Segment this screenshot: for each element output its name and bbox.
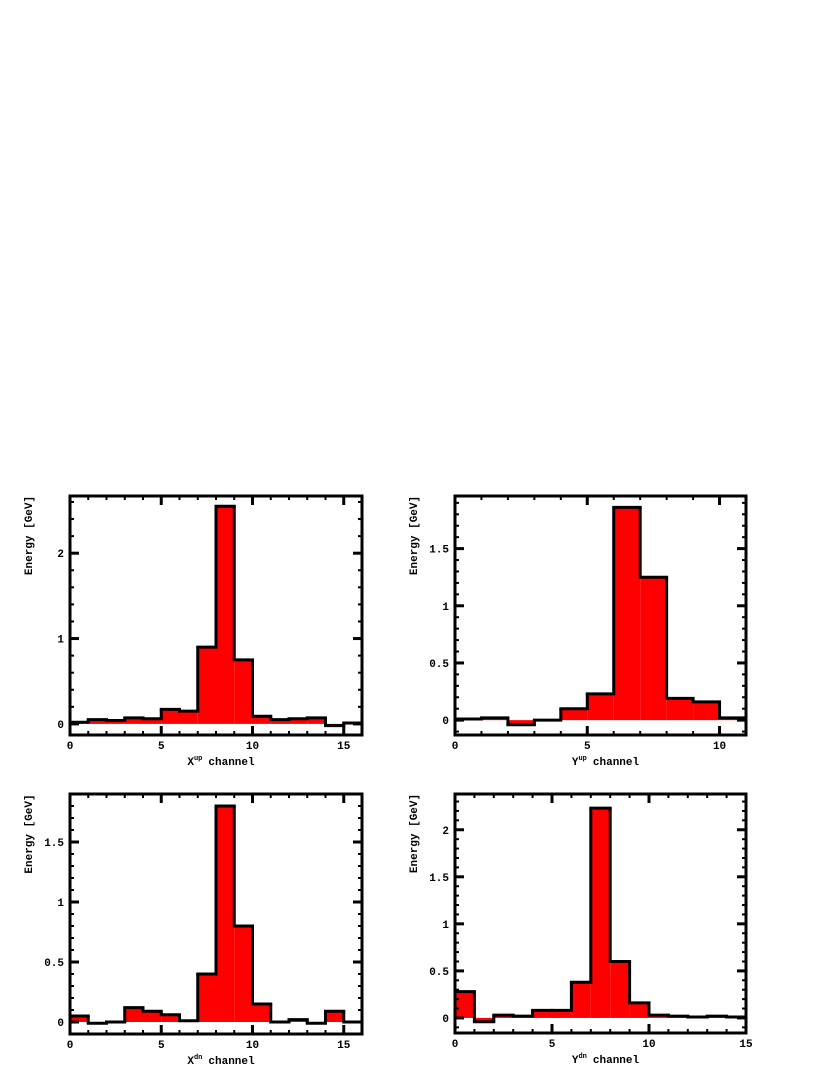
bar: [161, 709, 180, 724]
bar: [571, 982, 591, 1018]
bar: [88, 719, 107, 724]
x-tick-label: 15: [337, 741, 351, 753]
y-tick-label: 1: [57, 635, 64, 647]
x-axis-label: Ydn channel: [572, 1053, 640, 1067]
bar: [289, 718, 308, 724]
bar: [307, 717, 326, 724]
bar: [455, 991, 475, 1018]
x-axis-label-base: Y: [572, 1055, 579, 1067]
x-axis-label-base: Y: [572, 757, 579, 769]
bar: [70, 1016, 89, 1022]
bar: [252, 716, 271, 724]
x-axis-label: Xdn channel: [187, 1054, 255, 1068]
x-tick-label: 0: [452, 741, 459, 753]
y-axis-label: Energy [GeV]: [24, 794, 36, 873]
x-tick-label: 10: [246, 741, 259, 753]
bar: [629, 1002, 649, 1018]
y-tick-label: 1: [57, 898, 64, 910]
bar: [179, 711, 198, 724]
x-tick-label: 5: [158, 1040, 165, 1052]
bar: [640, 577, 667, 721]
x-axis-label-base: X: [187, 1056, 194, 1068]
panel: 0 5 10 15 0 1 2 Energy [GeV] Xup channel: [24, 494, 364, 769]
x-tick-label: 10: [246, 1040, 259, 1052]
plot-frame: [68, 792, 364, 1036]
y-tick-label: 1: [442, 602, 449, 614]
bar: [234, 659, 253, 724]
y-tick-label: 1.5: [429, 873, 449, 885]
x-axis-label: Xup channel: [187, 755, 255, 769]
x-axis-label-sup: dn: [578, 1053, 586, 1061]
y-tick-label: 0: [442, 716, 449, 728]
bar: [252, 1004, 271, 1022]
bar: [532, 1010, 552, 1018]
bar: [106, 720, 125, 724]
x-axis-label: Yup channel: [572, 755, 640, 769]
y-tick-label: 0.5: [429, 659, 449, 671]
y-tick-label: 1.5: [429, 545, 449, 557]
bar: [143, 1011, 162, 1022]
x-tick-label: 10: [713, 741, 726, 753]
x-axis-label-text: channel: [593, 757, 640, 769]
x-axis-label-sup: dn: [194, 1054, 202, 1062]
bar: [587, 693, 614, 721]
bar: [270, 719, 289, 724]
y-tick-label: 1: [442, 920, 449, 932]
bar: [560, 708, 588, 721]
bar: [507, 720, 535, 725]
x-axis-label-sup: up: [194, 755, 202, 763]
bar: [234, 926, 253, 1022]
y-tick-label: 0: [57, 1018, 64, 1030]
bar: [161, 1014, 180, 1022]
panel: 0 5 10 15 0 0.5 1 1.5 2 Energy [GeV] Ydn channel: [409, 792, 753, 1067]
x-axis-label-sup: up: [578, 755, 586, 763]
y-axis-label: Energy [GeV]: [24, 496, 36, 575]
panel: 0 5 10 0 0.5 1 1.5 Energy [GeV] Yup channel: [409, 494, 748, 769]
y-axis-label: Energy [GeV]: [409, 496, 421, 575]
y-tick-label: 0: [57, 720, 64, 732]
bar: [613, 507, 641, 721]
bar: [610, 961, 630, 1018]
bar: [590, 808, 611, 1018]
y-tick-label: 0: [442, 1014, 449, 1026]
x-tick-label: 5: [549, 1039, 556, 1051]
x-axis-label-text: channel: [208, 757, 255, 769]
bar: [216, 506, 235, 724]
bar: [216, 806, 235, 1022]
bar: [197, 974, 216, 1022]
bar: [124, 1007, 143, 1022]
y-axis-label: Energy [GeV]: [409, 794, 421, 873]
y-tick-label: 2: [442, 826, 449, 838]
x-axis-label-base: X: [187, 757, 194, 769]
x-tick-label: 0: [67, 741, 74, 753]
bar: [325, 1011, 344, 1022]
plot-frame: [68, 494, 364, 737]
bar: [197, 647, 216, 724]
y-tick-label: 2: [57, 549, 64, 561]
bar: [124, 717, 143, 724]
x-tick-label: 0: [452, 1039, 459, 1051]
x-tick-label: 5: [584, 741, 591, 753]
bar: [552, 1010, 572, 1018]
x-tick-label: 15: [739, 1039, 753, 1051]
bar: [474, 1017, 494, 1022]
y-tick-label: 0.5: [429, 967, 449, 979]
x-tick-label: 5: [158, 741, 165, 753]
x-axis-label-text: channel: [593, 1055, 640, 1067]
x-axis-label-text: channel: [208, 1056, 255, 1068]
y-tick-label: 1.5: [44, 838, 64, 850]
bar: [143, 718, 162, 724]
y-tick-label: 0.5: [44, 958, 64, 970]
bar: [693, 701, 720, 721]
panel: 0 5 10 15 0 0.5 1 1.5 Energy [GeV] Xdn channel: [24, 792, 364, 1068]
plot-frame: [453, 494, 748, 737]
bar: [666, 698, 694, 721]
x-tick-label: 0: [67, 1040, 74, 1052]
x-tick-label: 15: [337, 1040, 351, 1052]
plot-frame: [453, 792, 748, 1035]
x-tick-label: 10: [642, 1039, 655, 1051]
